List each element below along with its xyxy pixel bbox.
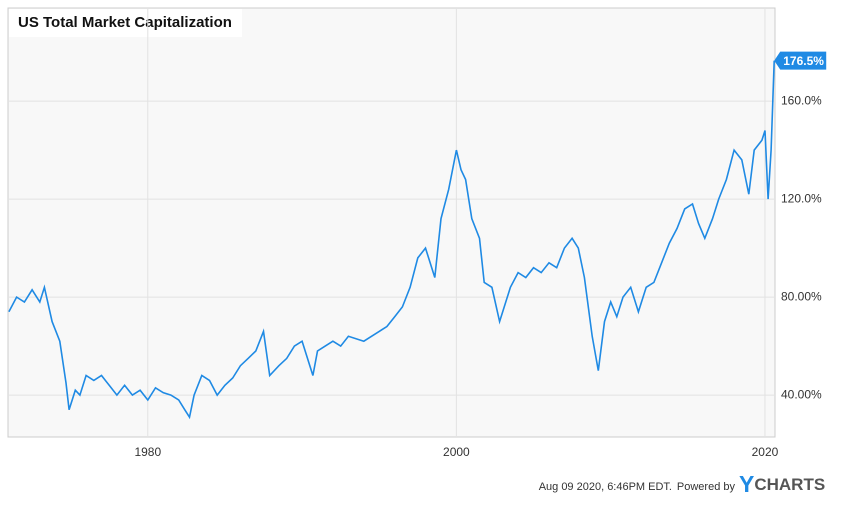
y-tick-label: 160.0% xyxy=(781,93,822,107)
y-tick-label: 120.0% xyxy=(781,191,822,205)
x-tick-label: 2020 xyxy=(752,445,779,459)
line xyxy=(8,60,775,420)
plot-area xyxy=(7,7,776,438)
value-label: 176.5% xyxy=(783,54,824,68)
y-tick-label: 40.00% xyxy=(781,387,822,401)
brand: YCHARTS xyxy=(739,471,825,497)
value-label-box xyxy=(774,51,827,70)
y-tick-label: 80.00% xyxy=(781,289,822,303)
timestamp: Aug 09 2020, 6:46PM EDT. xyxy=(539,481,672,493)
powered-by: Powered by xyxy=(677,481,736,493)
title-box xyxy=(9,9,242,37)
x-tick-label: 1980 xyxy=(134,445,161,459)
chart-title: US Total Market Capitalization xyxy=(18,14,232,31)
x-tick-label: 2000 xyxy=(443,445,470,459)
